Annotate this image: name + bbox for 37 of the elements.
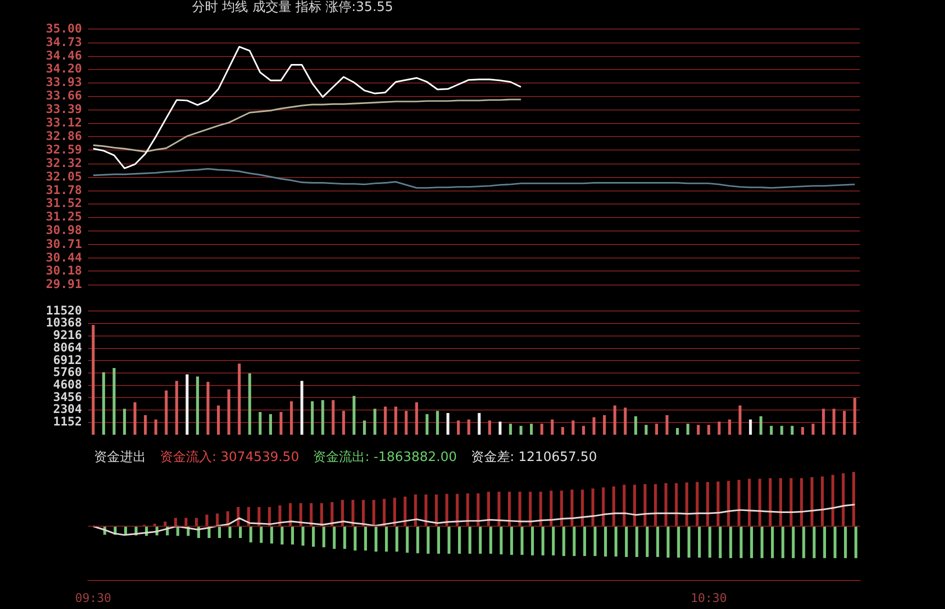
- y-tick-label: 4608: [53, 377, 82, 392]
- y-tick-label: 9216: [53, 328, 82, 342]
- y-tick-label: 31.78: [46, 183, 82, 198]
- y-tick-label: 3456: [53, 390, 82, 404]
- y-tick-label: 8064: [53, 340, 82, 354]
- y-tick-label: 30.18: [46, 263, 82, 278]
- y-tick-label: 29.91: [46, 276, 82, 291]
- y-tick-label: 31.52: [46, 196, 82, 210]
- y-tick-label: 34.46: [46, 48, 82, 62]
- y-tick-label: 6912: [53, 352, 82, 367]
- chart-title: 分时 均线 成交量 指标 涨停:35.55: [192, 0, 394, 15]
- y-tick-label: 32.05: [46, 169, 82, 184]
- y-tick-label: 30.71: [46, 236, 82, 251]
- y-tick-label: 34.20: [46, 62, 82, 76]
- y-tick-label: 33.66: [46, 88, 82, 103]
- y-tick-label: 35.00: [46, 21, 82, 36]
- y-tick-label: 32.86: [46, 128, 82, 143]
- y-tick-label: 33.93: [46, 75, 82, 90]
- x-tick-label: 10:30: [690, 590, 727, 605]
- y-tick-label: 30.44: [46, 250, 82, 264]
- chart-title: 资金进出: [94, 450, 146, 465]
- y-tick-label: 30.98: [46, 223, 82, 238]
- y-tick-label: 34.73: [46, 34, 82, 49]
- y-tick-label: 32.32: [46, 156, 82, 170]
- y-tick-label: 5760: [53, 365, 82, 380]
- y-tick-label: 10368: [46, 316, 82, 330]
- y-tick-label: 33.12: [46, 116, 82, 130]
- y-tick-label: 31.25: [46, 210, 82, 224]
- text: 资金流入: 3074539.50: [160, 450, 300, 465]
- y-tick-label: 33.39: [46, 102, 82, 116]
- y-tick-label: 1152: [53, 414, 82, 429]
- y-tick-label: 11520: [46, 303, 82, 318]
- text: 资金流出: -1863882.00: [313, 450, 457, 465]
- y-tick-label: 2304: [53, 402, 82, 416]
- x-tick-label: 09:30: [75, 590, 112, 605]
- text: 资金差: 1210657.50: [470, 450, 597, 465]
- y-tick-label: 32.59: [46, 142, 82, 156]
